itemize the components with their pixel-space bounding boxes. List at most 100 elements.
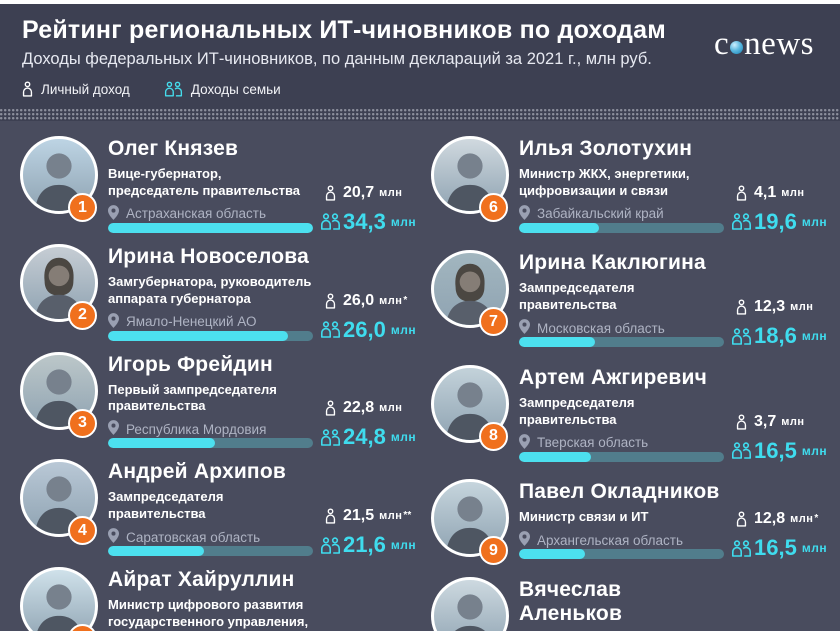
personal-income-unit: млн [379,294,403,307]
income-values: 12,8 млн * 16,5 млн [724,479,828,561]
portrait-silhouette-icon [34,257,84,319]
portrait-photo [431,479,509,558]
income-bar-track [519,337,724,348]
region-label: Архангельская область [537,532,684,548]
income-values: 12,3 млн 18,6 млн [724,250,828,349]
official-info: Андрей Архипов Зампредседателя правитель… [108,459,313,558]
portrait-silhouette-icon [454,594,486,631]
personal-income-unit: млн [379,510,403,523]
family-income: 16,5 млн [728,535,828,561]
official-card: 1 Олег Князев Вице-губернатор, председат… [20,131,417,239]
official-post: Министр ЖКХ, энергетики, цифровизации и … [519,166,690,198]
income-values: 20,7 млн 34,3 млн [313,136,417,235]
ranking-column-right: 6 Илья Золотухин Министр ЖКХ, энергетики… [431,131,828,631]
official-region: Тверская область [519,433,724,452]
official-name: Илья Золотухин [519,137,693,160]
official-info: Игорь Фрейдин Первый зампредседателя пра… [108,352,313,451]
person-icon [728,414,754,430]
portrait-wrap: 6 [431,136,513,222]
personal-income-unit: млн [781,186,805,199]
family-income-unit: млн [801,443,828,458]
official-card: 4 Андрей Архипов Зампредседателя правите… [20,454,417,562]
official-card: 10 Вячеслав Аленьков Зампредседателя пра… [431,572,828,631]
income-bar-fill [108,438,215,449]
page-subtitle: Доходы федеральных ИТ-чиновников, по дан… [22,50,652,68]
family-icon [728,442,754,459]
official-post: Первый зампредседателя правительства [108,381,277,414]
income-bar-track [519,222,724,233]
official-card: 2 Ирина Новоселова Замгубернатора, руков… [20,239,417,347]
legend-label: Личный доход [41,81,130,97]
map-pin-icon [519,433,530,452]
rank-badge: 3 [68,408,97,438]
family-icon [728,213,754,231]
official-region: Архангельская область [519,531,724,549]
family-icon [317,536,343,554]
family-income-unit: млн [801,214,828,229]
portrait-wrap: 8 [431,364,513,451]
personal-income: 12,3 млн [728,298,828,316]
income-bar-fill [108,546,205,557]
income-values: 22,8 млн 24,8 млн [313,352,417,451]
family-income-unit: млн [390,538,417,553]
personal-income-unit: млн [379,402,403,415]
official-region: Забайкальский край [519,204,724,223]
family-income-unit: млн [801,541,828,556]
official-info: Ирина Новоселова Замгубернатора, руковод… [108,244,313,343]
rank-number: 9 [489,541,498,559]
family-income-value: 16,5 [754,437,797,463]
map-pin-icon [108,420,119,438]
header: Рейтинг региональных ИТ-чиновников по до… [0,4,840,109]
portrait-wrap: 3 [20,351,102,438]
official-post: Зампредседателя правительства [108,489,224,522]
income-values: 26,0 млн * 26,0 млн [313,244,417,343]
person-icon [317,185,343,201]
rank-number: 5 [78,630,87,631]
family-income-value: 19,6 [754,208,797,234]
logo-dot-icon [730,41,744,54]
map-pin-icon [519,319,530,337]
official-region: Московская область [519,319,724,337]
family-income: 34,3 млн [317,209,417,235]
official-name: Айрат Хайруллин [108,568,295,592]
official-name: Ирина Новоселова [108,244,309,268]
family-icon [317,321,343,338]
income-bar-track [108,330,313,341]
personal-income-unit: млн [379,186,403,199]
family-income-unit: млн [801,329,828,344]
person-icon [728,299,754,315]
official-info: Ирина Каклюгина Зампредседателя правител… [519,250,724,349]
personal-income-value: 12,3 [754,298,786,316]
person-icon [728,511,754,527]
personal-income-value: 26,0 [343,291,375,309]
official-card: 5 Айрат Хайруллин Министр цифрового разв… [20,562,417,631]
official-card: 8 Артем Ажгиревич Зампредседателя правит… [431,360,828,468]
official-name: Олег Князев [108,137,239,160]
portrait-wrap: 1 [20,136,102,222]
family-income: 18,6 млн [728,323,828,349]
official-card: 3 Игорь Фрейдин Первый зампредседателя п… [20,347,417,455]
family-income-unit: млн [390,430,417,445]
income-values: 21,5 млн ** 21,6 млн [313,459,417,558]
portrait-wrap: 7 [431,250,513,337]
official-post: Министр цифрового развития государственн… [108,597,309,631]
portrait-photo [20,459,98,538]
region-label: Забайкальский край [537,206,664,222]
family-icon [317,213,343,231]
family-income: 21,6 млн [317,532,417,558]
portrait-wrap: 9 [431,479,513,566]
personal-income: 20,7 млн [317,184,417,202]
official-name: Артем Ажгиревич [519,365,708,389]
region-label: Московская область [537,320,665,336]
rank-number: 7 [489,312,498,330]
region-label: Астраханская область [126,206,267,222]
portrait-photo [431,576,509,631]
official-info: Илья Золотухин Министр ЖКХ, энергетики, … [519,136,724,235]
income-values: 12,8 млн 15,0 млн [724,577,828,631]
personal-income-value: 21,5 [343,507,375,525]
official-info: Олег Князев Вице-губернатор, председател… [108,136,313,235]
portrait-wrap: 2 [20,243,102,330]
rank-number: 6 [489,198,498,216]
official-name: Андрей Архипов [108,460,286,484]
